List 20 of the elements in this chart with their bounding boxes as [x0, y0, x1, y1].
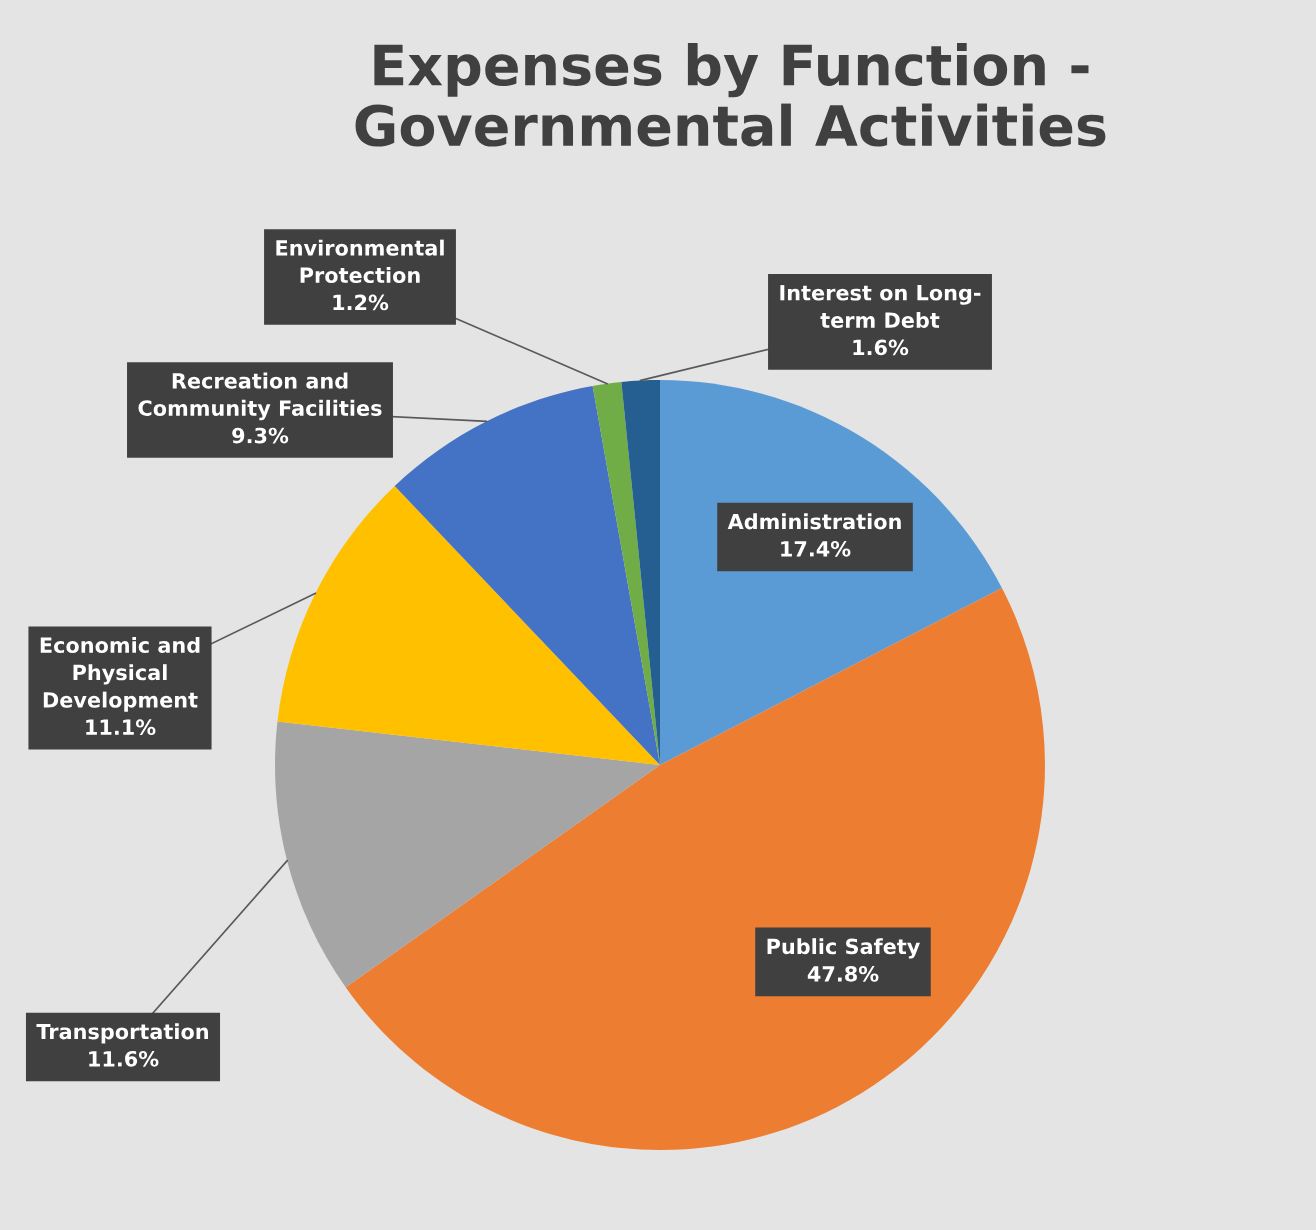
slice-label: Economic and Physical Development: [40, 636, 200, 712]
slice-label: Recreation and Community Facilities: [138, 372, 382, 421]
pie-slice: [394, 385, 660, 765]
pie-slice: [592, 381, 660, 765]
pie-slice: [345, 588, 1045, 1150]
data-label: 9.3%: [232, 427, 289, 444]
data-label: 11.1%: [86, 719, 156, 736]
data-label: 17.4%: [781, 540, 851, 557]
data-label: 1.6%: [853, 339, 909, 356]
data-label: 47.8%: [807, 966, 879, 982]
data-label: 11.6%: [89, 1050, 159, 1067]
slice-label: Environmental Protection: [276, 239, 444, 284]
slice-label: Transportation: [36, 1023, 208, 1044]
slice-label: Public Safety: [767, 938, 920, 959]
slice-label: Administration: [727, 513, 901, 530]
pie-slice: [277, 486, 660, 765]
data-label: 1.2%: [333, 294, 389, 311]
chart-title: Expenses by Function - Governmental Activities: [355, 43, 1106, 147]
pie-slice: [275, 721, 660, 988]
slice-label: Interest on Long- term Debt: [780, 285, 981, 329]
